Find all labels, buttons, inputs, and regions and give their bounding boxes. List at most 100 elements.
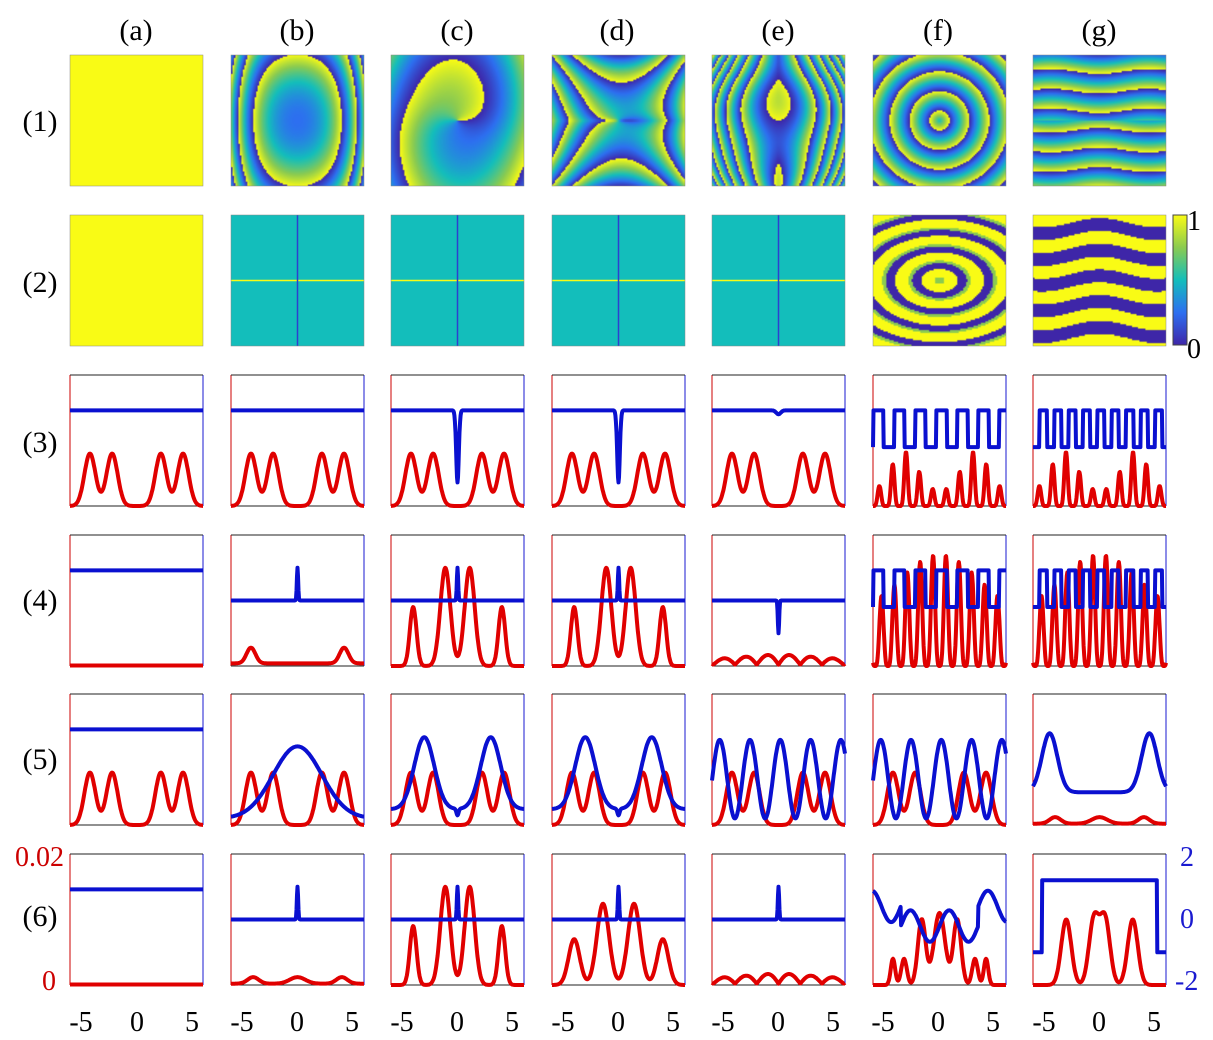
blue-series-line bbox=[871, 737, 1008, 821]
red-series-line bbox=[229, 975, 366, 986]
red-series-line bbox=[389, 451, 526, 508]
colorbar-tick-max: 1 bbox=[1187, 206, 1201, 237]
red-series-line bbox=[389, 565, 526, 668]
x-tick-label: 5 bbox=[505, 1007, 519, 1038]
left-axis-tick-min: 0 bbox=[42, 966, 56, 997]
red-series-line bbox=[68, 451, 205, 508]
red-series-line bbox=[871, 450, 1008, 508]
blue-series-line bbox=[710, 408, 847, 417]
phase-map bbox=[1033, 215, 1166, 346]
row-label-4: (4) bbox=[23, 584, 58, 617]
panel-frame bbox=[551, 214, 686, 347]
red-series-line bbox=[389, 884, 526, 987]
red-series-line bbox=[68, 770, 205, 827]
x-tick-label: 0 bbox=[1092, 1007, 1106, 1038]
column-label-f: (f) bbox=[923, 14, 953, 47]
red-series-line bbox=[871, 770, 1008, 827]
red-series-line bbox=[710, 770, 847, 827]
column-label-d: (d) bbox=[600, 14, 635, 47]
blue-series-line bbox=[710, 737, 847, 821]
panel-frame bbox=[69, 214, 204, 347]
blue-series-line bbox=[550, 565, 687, 603]
red-series-line bbox=[871, 910, 1008, 987]
panel-frame bbox=[390, 54, 525, 187]
phase-map bbox=[70, 55, 203, 186]
blue-series-line bbox=[389, 408, 526, 485]
blue-series-line bbox=[871, 408, 1008, 450]
red-series-line bbox=[229, 645, 366, 666]
red-series-line bbox=[229, 770, 366, 827]
blue-series-line bbox=[389, 565, 526, 603]
blue-series-line bbox=[550, 408, 687, 485]
x-tick-label: 5 bbox=[345, 1007, 359, 1038]
phase-map bbox=[712, 55, 845, 186]
panel-frame bbox=[230, 54, 365, 187]
phase-map bbox=[873, 215, 1006, 346]
x-tick-label: 0 bbox=[931, 1007, 945, 1038]
x-tick-label: 0 bbox=[611, 1007, 625, 1038]
red-series-line bbox=[550, 901, 687, 987]
panel-frame bbox=[711, 214, 846, 347]
right-axis-tick-min: -2 bbox=[1175, 966, 1198, 997]
blue-series-line bbox=[550, 884, 687, 922]
blue-series-line bbox=[871, 568, 1008, 609]
x-tick-label: -5 bbox=[69, 1007, 92, 1038]
blue-series-line bbox=[710, 598, 847, 636]
phase-map bbox=[873, 55, 1006, 186]
column-label-e: (e) bbox=[761, 14, 794, 47]
colorbar-tick-min: 0 bbox=[1187, 334, 1201, 365]
panel-frame bbox=[872, 214, 1007, 347]
panel-frame bbox=[230, 214, 365, 347]
phase-map bbox=[1033, 55, 1166, 186]
row-label-6: (6) bbox=[23, 900, 58, 933]
x-tick-label: 5 bbox=[185, 1007, 199, 1038]
x-tick-label: 5 bbox=[666, 1007, 680, 1038]
blue-series-line bbox=[229, 565, 366, 603]
x-tick-label: -5 bbox=[1032, 1007, 1055, 1038]
panel-frame bbox=[551, 54, 686, 187]
panel-frame bbox=[69, 54, 204, 187]
red-series-line bbox=[1031, 450, 1168, 508]
panel-frame bbox=[1032, 54, 1167, 187]
red-series-line bbox=[550, 451, 687, 508]
blue-series-line bbox=[550, 735, 687, 818]
column-label-g: (g) bbox=[1082, 14, 1117, 47]
row-label-2: (2) bbox=[23, 266, 58, 299]
row-label-5: (5) bbox=[23, 743, 58, 776]
blue-series-line bbox=[1031, 408, 1168, 450]
red-series-line bbox=[1031, 815, 1168, 826]
panel-frame bbox=[872, 54, 1007, 187]
x-tick-label: 5 bbox=[826, 1007, 840, 1038]
column-label-b: (b) bbox=[280, 14, 315, 47]
x-tick-label: 0 bbox=[771, 1007, 785, 1038]
x-tick-label: 0 bbox=[290, 1007, 304, 1038]
phase-map bbox=[391, 55, 524, 186]
red-series-line bbox=[710, 653, 847, 667]
blue-series-line bbox=[1031, 731, 1168, 795]
column-label-c: (c) bbox=[440, 14, 473, 47]
red-series-line bbox=[710, 972, 847, 986]
x-tick-label: 5 bbox=[1147, 1007, 1161, 1038]
x-tick-label: -5 bbox=[390, 1007, 413, 1038]
red-series-line bbox=[710, 451, 847, 508]
column-label-a: (a) bbox=[119, 14, 152, 47]
blue-series-line bbox=[1031, 568, 1168, 609]
right-axis-tick-max: 2 bbox=[1180, 842, 1194, 873]
colorbar bbox=[1172, 214, 1188, 346]
red-series-line bbox=[229, 451, 366, 508]
row-label-3: (3) bbox=[23, 426, 58, 459]
x-tick-label: -5 bbox=[551, 1007, 574, 1038]
x-tick-label: 5 bbox=[986, 1007, 1000, 1038]
x-tick-label: -5 bbox=[871, 1007, 894, 1038]
blue-series-line bbox=[871, 888, 1008, 944]
red-series-line bbox=[550, 565, 687, 668]
blue-series-line bbox=[1031, 878, 1168, 955]
panels bbox=[68, 54, 1168, 987]
x-tick-labels: -5 0 5 -5 0 5 -5 0 5 -5 0 5 -5 0 5 -5 0 … bbox=[69, 1007, 1161, 1038]
phase-map bbox=[231, 55, 364, 186]
x-tick-label: -5 bbox=[230, 1007, 253, 1038]
right-axis-tick-mid: 0 bbox=[1180, 904, 1194, 935]
blue-series-line bbox=[389, 735, 526, 818]
blue-series-line bbox=[389, 884, 526, 922]
